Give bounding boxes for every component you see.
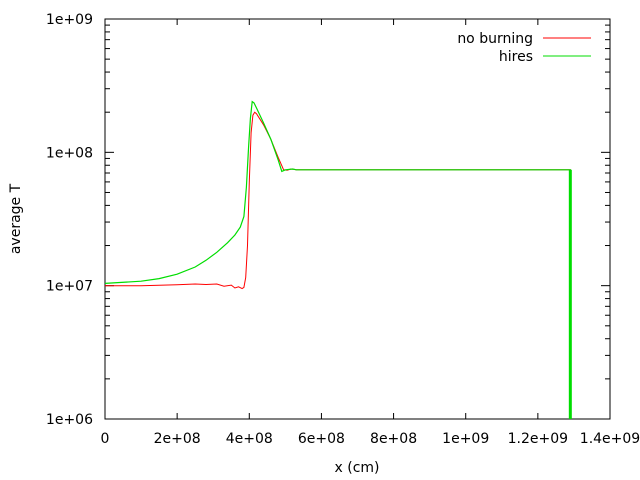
x-axis-label: x (cm) [335,460,380,476]
y-axis-ticks: 1e+06 1e+07 1e+08 1e+09 [46,12,610,428]
legend-label: no burning [457,31,533,47]
legend: no burning hires [457,31,591,65]
series-layer [104,100,572,419]
x-tick-label: 1.2e+09 [508,431,568,447]
x-tick-label: 4e+08 [226,431,273,447]
x-axis-ticks: 0 2e+08 4e+08 6e+08 8e+08 1e+09 1.2e+09 1.4e+09 [101,19,640,447]
x-tick-label: 1e+09 [442,431,489,447]
y-tick-label: 1e+08 [46,145,93,161]
y-tick-label: 1e+06 [46,412,93,428]
plot-frame [104,18,611,420]
series-line-no-burning [105,111,571,419]
y-tick-label: 1e+09 [46,12,93,28]
y-axis-label: average T [8,183,24,254]
legend-label: hires [499,49,533,65]
x-tick-label: 6e+08 [298,431,345,447]
x-tick-label: 8e+08 [370,431,417,447]
x-tick-label: 0 [101,431,110,447]
y-tick-label: 1e+07 [46,279,93,295]
x-tick-label: 2e+08 [154,431,201,447]
series-line-hires [104,100,571,419]
x-tick-label: 1.4e+09 [580,431,640,447]
